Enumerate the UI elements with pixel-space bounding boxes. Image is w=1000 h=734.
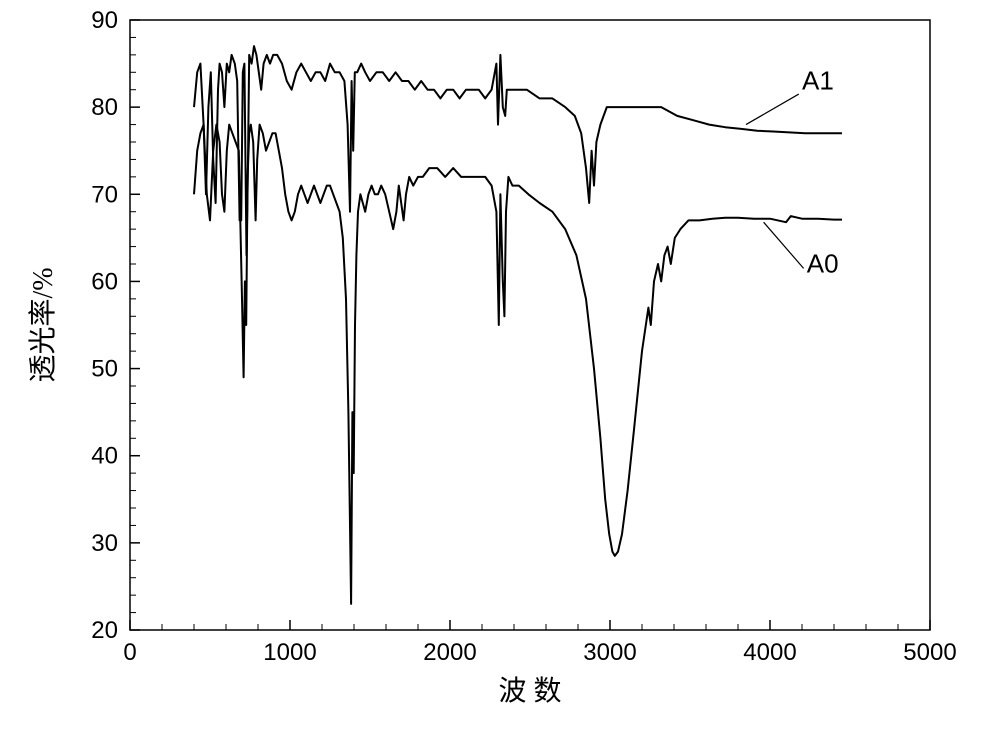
series-label-A0: A0 xyxy=(807,249,839,279)
x-tick-label: 1000 xyxy=(263,639,316,666)
x-axis-label: 波 数 xyxy=(498,675,561,707)
chart-background xyxy=(0,0,1000,734)
x-tick-label: 3000 xyxy=(583,639,636,666)
y-tick-label: 90 xyxy=(91,7,118,34)
x-tick-label: 4000 xyxy=(743,639,796,666)
x-tick-label: 5000 xyxy=(903,639,956,666)
y-axis-label: 透光率/% xyxy=(27,267,59,382)
y-tick-label: 60 xyxy=(91,268,118,295)
y-tick-label: 50 xyxy=(91,356,118,383)
y-tick-label: 40 xyxy=(91,443,118,470)
y-tick-label: 70 xyxy=(91,181,118,208)
x-tick-label: 0 xyxy=(123,639,136,666)
y-tick-label: 80 xyxy=(91,94,118,121)
y-tick-label: 20 xyxy=(91,617,118,644)
series-label-A1: A1 xyxy=(802,66,834,96)
x-tick-label: 2000 xyxy=(423,639,476,666)
ftir-spectrum-chart: 0 1000 2000 3000 4000 5000 20 30 40 50 60 70 80 90 A… xyxy=(0,0,1000,734)
y-tick-label: 30 xyxy=(91,530,118,557)
